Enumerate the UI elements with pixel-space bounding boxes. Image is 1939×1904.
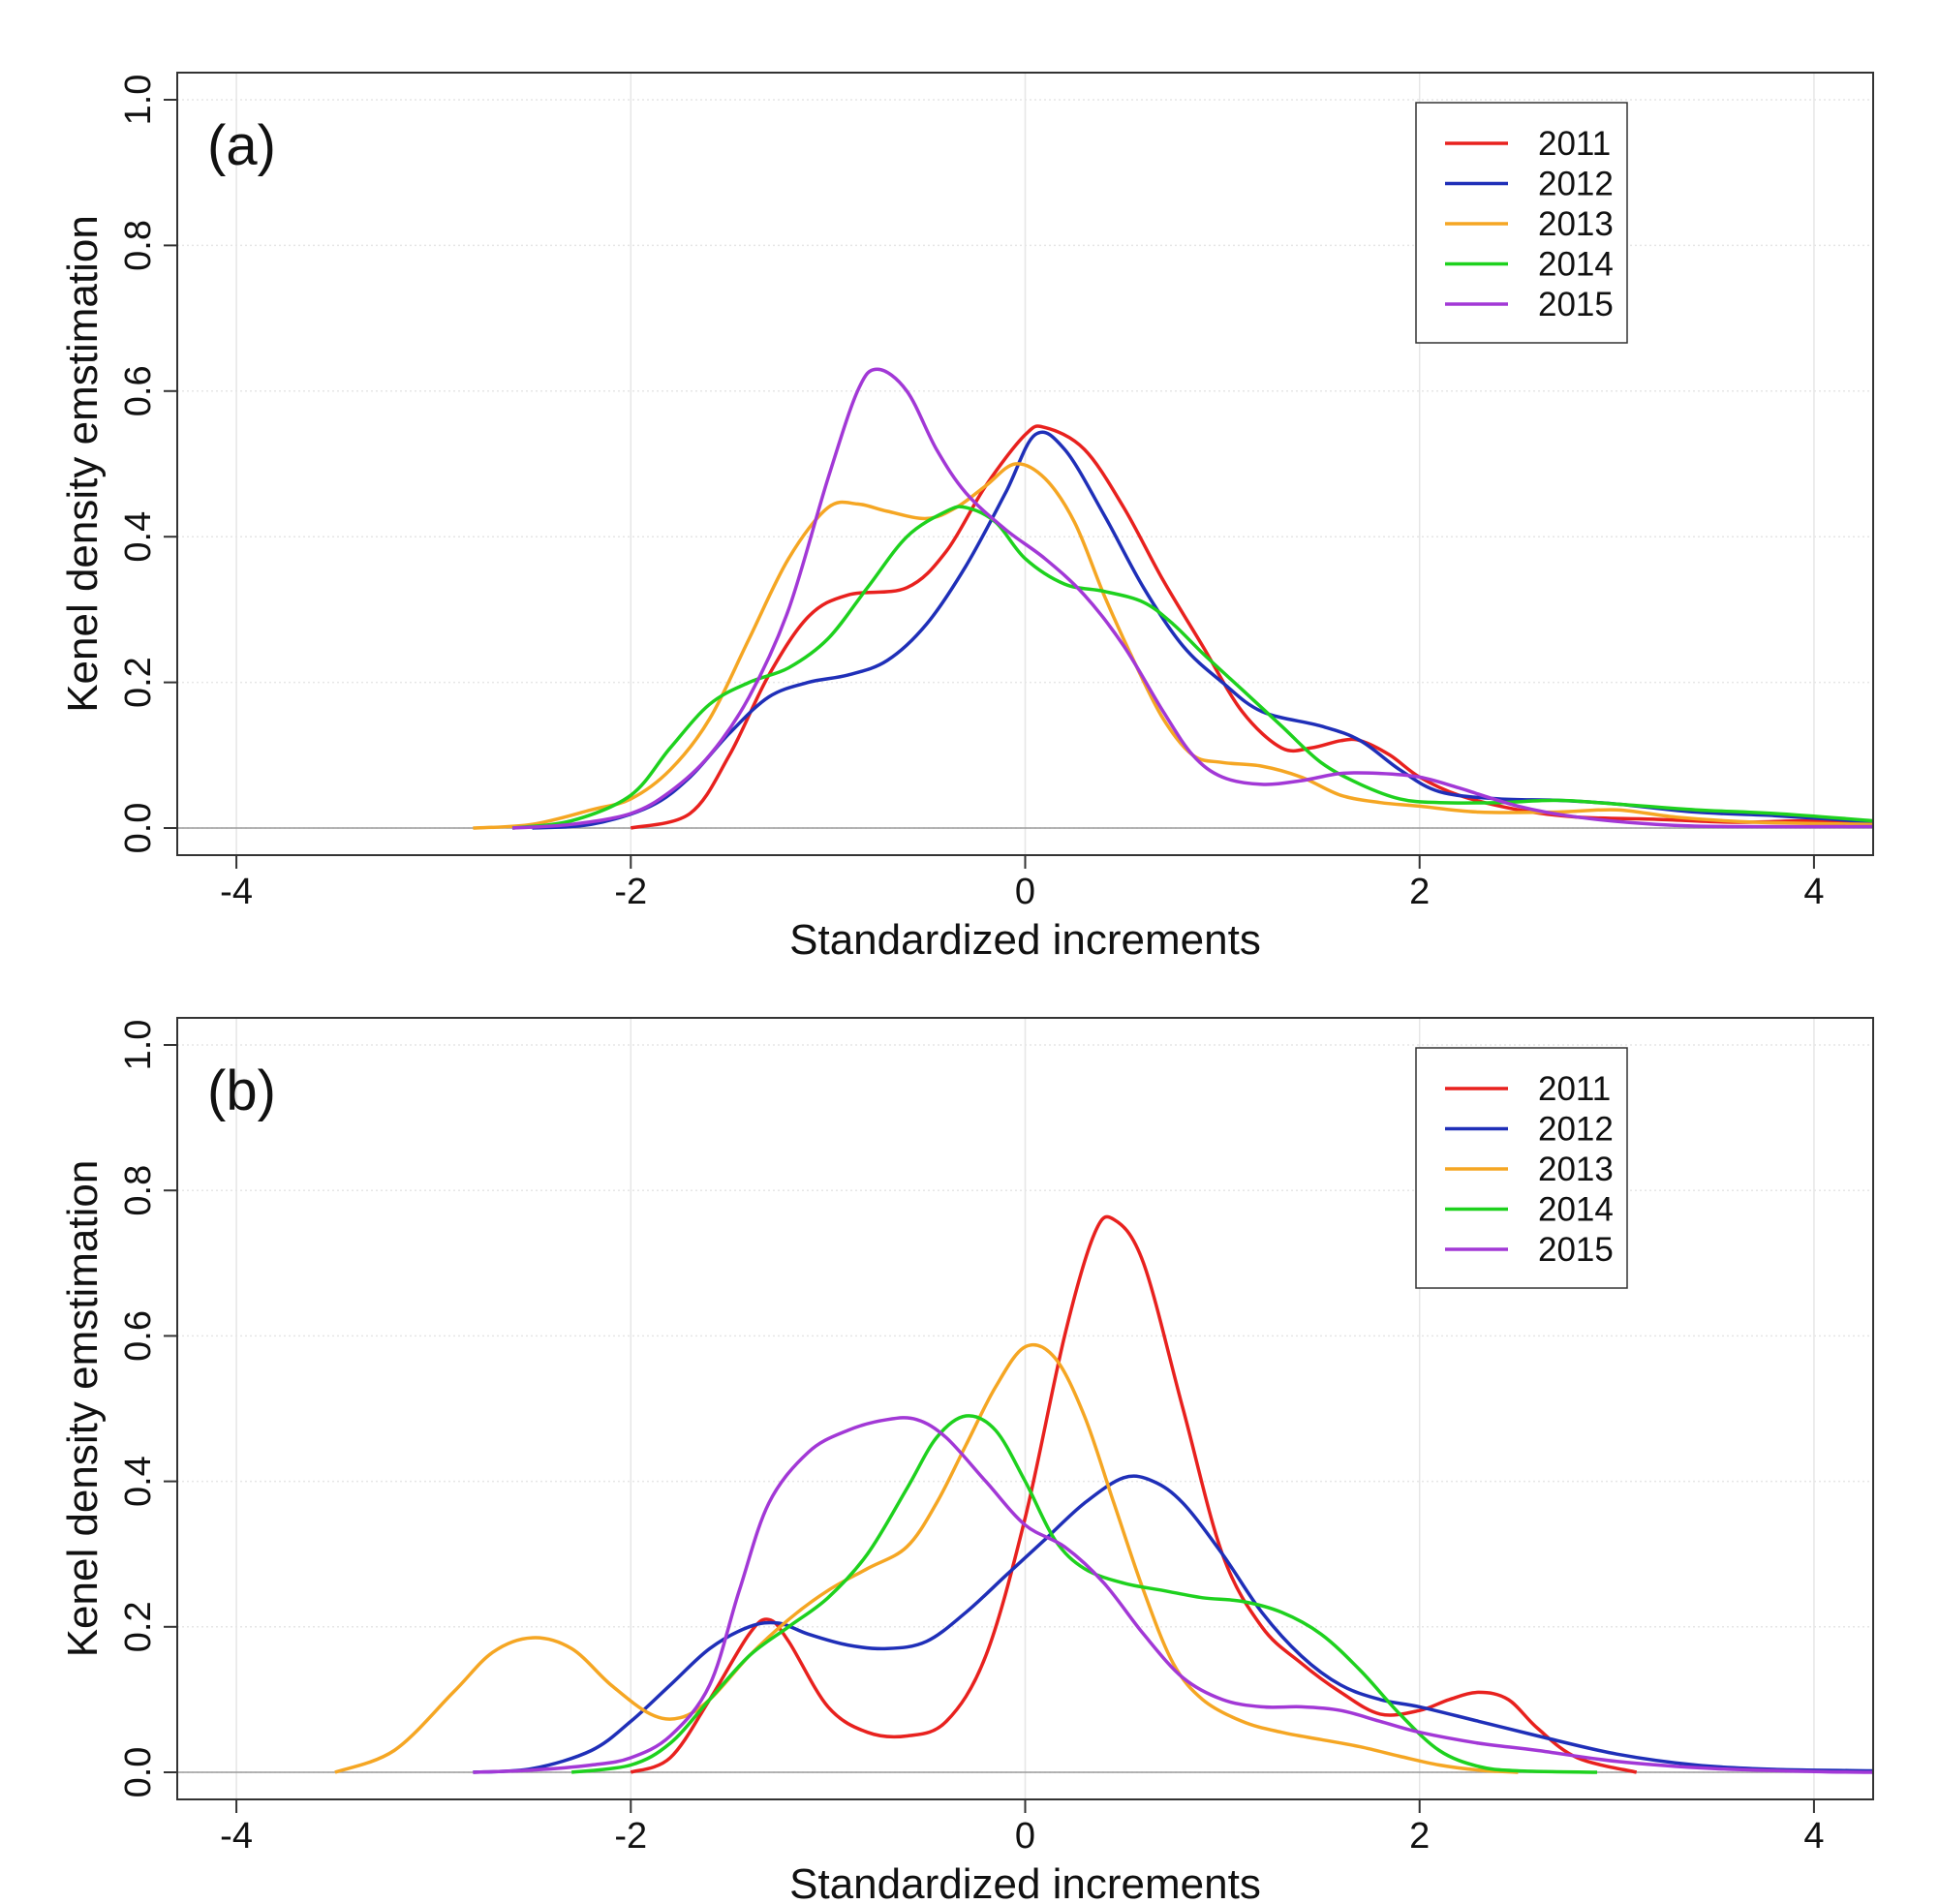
y-tick-label: 0.6 [118,1310,159,1362]
y-tick-label: 0.4 [118,511,159,563]
series-line-2013 [473,462,1873,830]
x-axis-title: Standardized increments [789,916,1261,964]
y-tick-label: 0.4 [118,1456,159,1507]
y-tick-label: 0.2 [118,1601,159,1652]
series-line-2014 [570,1414,1598,1774]
x-tick-label: -2 [614,1816,647,1857]
legend-label-2014: 2014 [1538,1191,1614,1229]
panel-label: (a) [207,114,276,177]
y-tick-label: 0.0 [118,1747,159,1798]
y-tick-label: 0.0 [118,803,159,854]
legend-label-2013: 2013 [1538,205,1614,243]
legend-label-2011: 2011 [1538,125,1611,163]
x-axis-title: Standardized increments [789,1860,1261,1904]
legend-label-2013: 2013 [1538,1151,1614,1188]
series-line-2012 [532,430,1873,830]
series-line-2013 [334,1342,1519,1774]
series-line-2015 [511,367,1873,830]
chart-panel-1: -4 -2 0 2 4 0.0 0.2 0.4 0.6 0.8 1.0 Standardized in… [59,72,1874,964]
y-axis-title: Kenel density emstimation [59,1160,107,1658]
series-line-2014 [511,505,1873,830]
x-tick-label: -2 [614,872,647,912]
legend-label-2014: 2014 [1538,246,1614,284]
x-tick-label: 4 [1803,872,1824,912]
panel-label: (b) [207,1059,276,1122]
x-tick-label: 2 [1409,1816,1430,1857]
legend-label-2012: 2012 [1538,1111,1614,1149]
legend-label-2012: 2012 [1538,166,1614,203]
series-line-2011 [630,1214,1638,1774]
x-tick-label: -4 [220,872,253,912]
x-tick-label: 0 [1015,1816,1035,1857]
legend-label-2015: 2015 [1538,1231,1614,1269]
y-tick-label: 1.0 [118,1020,159,1071]
series-line-2012 [473,1474,1873,1774]
x-tick-label: 2 [1409,872,1430,912]
legend-label-2015: 2015 [1538,286,1614,323]
y-tick-label: 0.8 [118,1165,159,1216]
x-tick-label: 0 [1015,872,1035,912]
x-tick-label: 4 [1803,1816,1824,1857]
series-line-2015 [473,1416,1873,1774]
y-tick-label: 0.8 [118,220,159,271]
y-axis-title: Kenel density emstimation [59,215,107,713]
y-tick-label: 0.2 [118,657,159,708]
y-tick-label: 1.0 [118,75,159,126]
chart-panel-2: -4 -2 0 2 4 0.0 0.2 0.4 0.6 0.8 1.0 Standardized in… [59,1017,1874,1904]
legend-label-2011: 2011 [1538,1070,1611,1108]
y-tick-label: 0.6 [118,365,159,416]
x-tick-label: -4 [220,1816,253,1857]
series-line-2011 [630,424,1873,830]
